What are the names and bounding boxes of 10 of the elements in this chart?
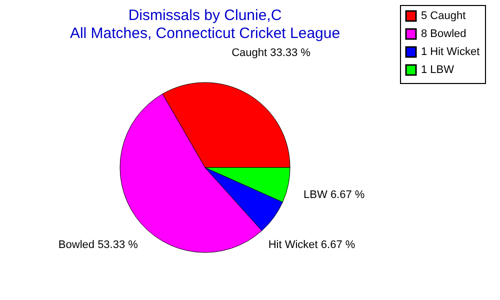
data-label: LBW 6.67 %	[304, 188, 365, 201]
text: All Matches, Connecticut Cricket League	[70, 25, 340, 42]
legend-label: 1 LBW	[421, 64, 455, 76]
legend-label: 8 Bowled	[421, 28, 466, 40]
data-label: Bowled 53.33 %	[58, 239, 138, 252]
data-label: Caught 33.33 %	[232, 47, 311, 60]
chart-title: Dismissals by Clunie,C	[128, 7, 282, 24]
legend-label: 5 Caught	[421, 10, 466, 22]
data-label: Hit Wicket 6.67 %	[268, 239, 356, 252]
legend-label: 1 Hit Wicket	[421, 46, 480, 58]
